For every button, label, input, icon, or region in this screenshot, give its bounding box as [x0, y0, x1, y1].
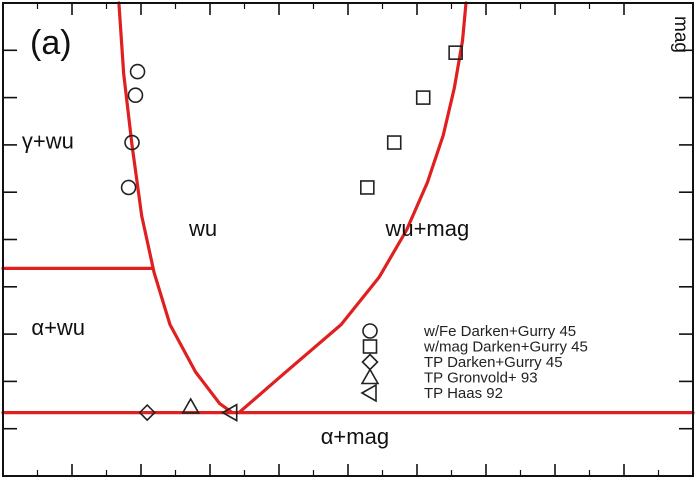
data-point-triangle-up	[181, 397, 201, 414]
region-label: α+mag	[321, 424, 389, 449]
edge-label-mag: mag	[670, 16, 691, 53]
panel-label: (a)	[30, 24, 72, 62]
data-point-square	[415, 90, 431, 105]
region-label: wu	[188, 216, 217, 241]
region-labels: γ+wu wu wu+mag α+wu α+mag	[22, 128, 469, 449]
legend-marker-square	[362, 339, 378, 354]
data-point-triangle-left	[221, 403, 238, 422]
phase-boundary-line	[117, 1, 234, 415]
data-point-circle	[124, 134, 140, 151]
data-point-square	[386, 135, 402, 150]
region-label: γ+wu	[22, 128, 74, 153]
data-point-circle	[127, 87, 144, 104]
data-point-square	[360, 180, 375, 195]
legend-marker-triangle-left	[360, 383, 377, 403]
region-label: wu+mag	[384, 216, 469, 241]
legend: w/Fe Darken+Gurry 45w/mag Darken+Gurry 4…	[360, 323, 588, 403]
legend-entry-label: w/Fe Darken+Gurry 45	[423, 323, 576, 340]
data-point-circle	[120, 179, 137, 196]
data-point-square	[448, 45, 463, 60]
phase-boundaries	[1, 1, 695, 415]
region-label: α+wu	[31, 315, 85, 340]
plot-frame	[2, 2, 694, 477]
data-point-circle	[129, 63, 146, 80]
data-points	[120, 45, 463, 422]
legend-entry-label: TP Haas 92	[424, 385, 503, 402]
legend-marker-diamond	[361, 353, 379, 371]
legend-entry-label: TP Darken+Gurry 45	[424, 354, 563, 371]
axis-ticks	[3, 3, 693, 476]
legend-entry-label: w/mag Darken+Gurry 45	[423, 339, 588, 356]
legend-entry-label: TP Gronvold+ 93	[424, 370, 538, 387]
legend-marker-circle	[362, 323, 378, 339]
phase-boundary-line	[237, 1, 468, 415]
legend-marker-triangle-up	[360, 367, 380, 385]
data-point-diamond	[138, 403, 156, 422]
